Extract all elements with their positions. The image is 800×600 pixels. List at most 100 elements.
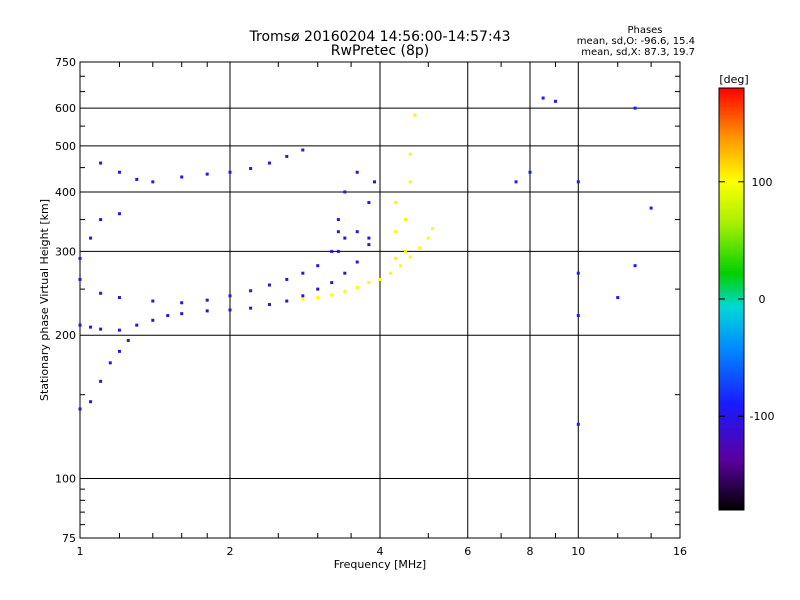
colorbar-label: [deg] <box>719 73 748 86</box>
chart-subtitle: RwPretec (8p) <box>331 43 429 59</box>
data-point <box>330 293 334 297</box>
data-point <box>151 180 155 184</box>
data-point <box>413 113 417 117</box>
chart-title: Tromsø 20160204 14:56:00-14:57:43 <box>249 29 511 45</box>
data-point <box>249 306 253 310</box>
data-point <box>367 236 371 240</box>
colorbar-tick-label: -100 <box>750 410 775 423</box>
data-point <box>267 303 271 307</box>
x-tick-label: 8 <box>527 545 534 558</box>
y-tick-label: 75 <box>62 532 76 545</box>
data-point <box>576 180 580 184</box>
data-point <box>343 271 347 275</box>
y-tick-label: 100 <box>55 473 76 486</box>
data-point <box>135 323 139 327</box>
data-point <box>180 301 184 305</box>
data-point <box>78 277 82 281</box>
minor-ticks <box>80 62 680 538</box>
data-point <box>367 243 371 247</box>
y-tick-label: 500 <box>55 140 76 153</box>
data-point <box>78 323 82 327</box>
data-points <box>78 96 653 426</box>
plot-area: 1 2 4 6 8 10 16 75 100 200 300 400 500 600 750 <box>55 56 687 558</box>
data-point <box>528 170 532 174</box>
data-point <box>576 422 580 426</box>
data-point <box>78 407 82 411</box>
data-point <box>336 249 340 253</box>
x-tick-labels: 1 2 4 6 8 10 16 <box>77 545 688 558</box>
data-point <box>99 379 103 383</box>
data-point <box>399 264 403 268</box>
stats-line-x: mean, sd,X: 87.3, 19.7 <box>581 47 695 58</box>
data-point <box>403 218 407 222</box>
data-point <box>180 175 184 179</box>
data-point <box>403 249 407 253</box>
data-point <box>205 172 209 176</box>
data-point <box>228 294 232 298</box>
data-point <box>89 236 93 240</box>
x-tick-label: 2 <box>227 545 234 558</box>
data-point <box>151 299 155 303</box>
y-tick-label: 200 <box>55 329 76 342</box>
data-point <box>316 287 320 291</box>
colorbar-tick-label: 100 <box>752 176 773 189</box>
data-point <box>316 296 320 300</box>
data-point <box>616 296 620 300</box>
data-point <box>108 361 112 365</box>
y-tick-label: 300 <box>55 245 76 258</box>
data-point <box>373 180 377 184</box>
y-tick-label: 400 <box>55 186 76 199</box>
data-point <box>343 236 347 240</box>
data-point <box>355 230 359 234</box>
data-point <box>301 271 305 275</box>
data-point <box>99 218 103 222</box>
y-axis-label: Stationary phase Virtual Height [km] <box>38 199 51 401</box>
data-point <box>649 206 653 210</box>
x-tick-label: 10 <box>571 545 585 558</box>
data-point <box>355 170 359 174</box>
data-point <box>378 277 382 281</box>
grid-lines <box>80 62 680 538</box>
data-point <box>78 256 82 260</box>
data-point <box>117 212 121 216</box>
data-point <box>408 180 412 184</box>
data-point <box>367 281 371 285</box>
data-point <box>355 260 359 264</box>
data-point <box>330 281 334 285</box>
data-point <box>514 180 518 184</box>
colorbar-ticks: 100 0 -100 <box>719 176 774 423</box>
data-point <box>316 264 320 268</box>
data-point <box>267 161 271 165</box>
y-tick-labels: 75 100 200 300 400 500 600 750 <box>55 56 76 545</box>
x-tick-label: 4 <box>377 545 384 558</box>
data-point <box>249 167 253 171</box>
data-point <box>117 296 121 300</box>
data-point <box>633 264 637 268</box>
data-point <box>117 328 121 332</box>
data-point <box>205 309 209 313</box>
data-point <box>389 271 393 275</box>
data-point <box>301 148 305 152</box>
data-point <box>166 314 170 318</box>
data-point <box>408 255 412 259</box>
data-point <box>285 299 289 303</box>
data-point <box>301 294 305 298</box>
data-point <box>99 161 103 165</box>
data-point <box>431 227 435 231</box>
x-tick-label: 16 <box>673 545 687 558</box>
data-point <box>541 96 545 100</box>
data-point <box>99 291 103 295</box>
data-point <box>553 99 557 103</box>
data-point <box>99 327 103 331</box>
data-point <box>330 249 334 253</box>
data-point <box>394 230 398 234</box>
data-point <box>394 256 398 260</box>
y-tick-label: 750 <box>55 56 76 69</box>
y-tick-label: 600 <box>55 102 76 115</box>
data-point <box>135 177 139 181</box>
data-point <box>343 290 347 294</box>
data-point <box>267 283 271 287</box>
stats-title: Phases <box>627 25 662 36</box>
x-tick-label: 6 <box>464 545 471 558</box>
